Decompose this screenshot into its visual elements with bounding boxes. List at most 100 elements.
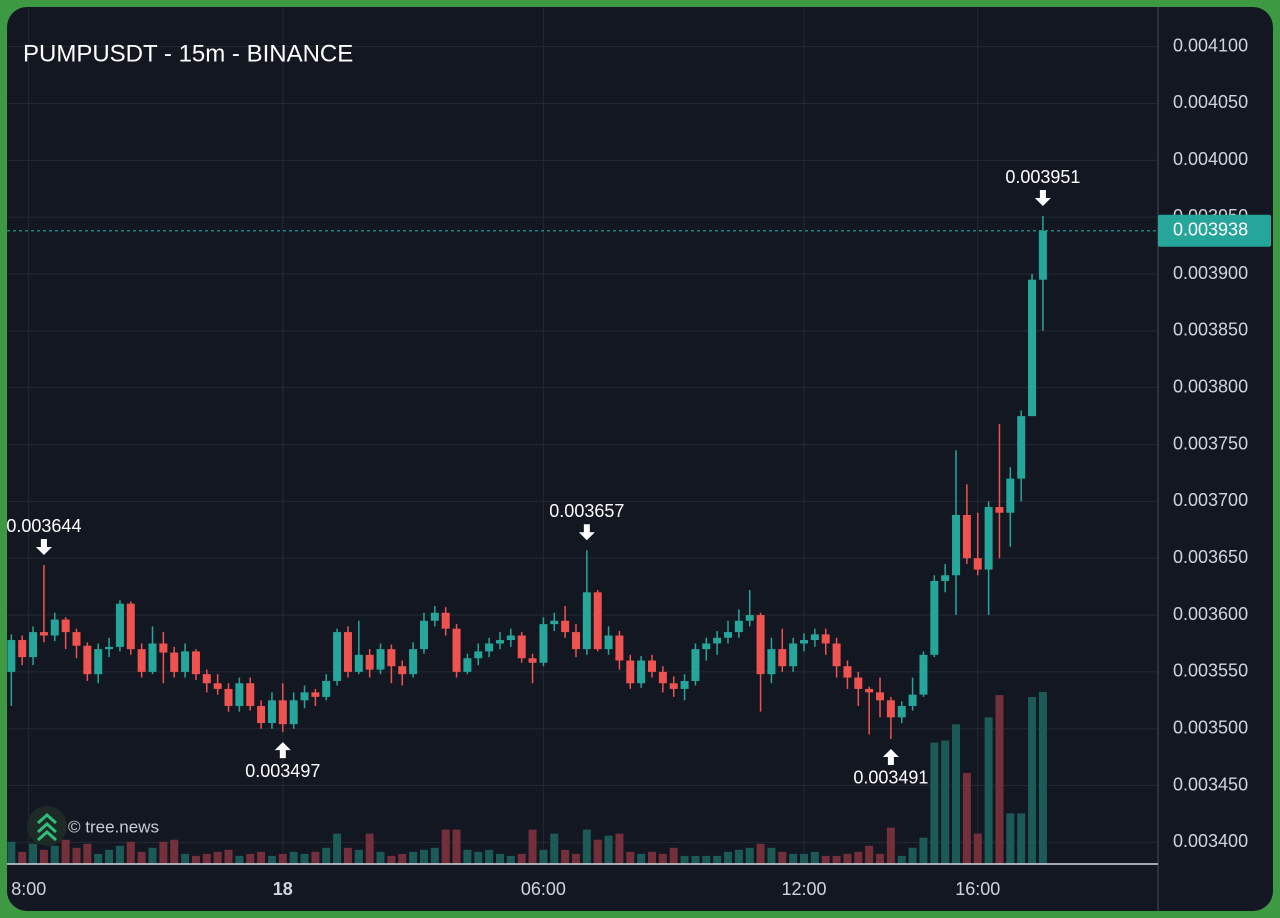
volume-bar xyxy=(593,839,602,864)
candle-body xyxy=(409,649,418,675)
candle-body xyxy=(843,666,852,678)
volume-bar xyxy=(724,851,733,864)
annotation-label: 0.003644 xyxy=(6,516,81,536)
volume-bar xyxy=(61,839,70,864)
volume-bar xyxy=(343,847,352,864)
candle-body xyxy=(50,619,59,636)
y-tick-label: 0.004000 xyxy=(1173,149,1248,169)
candle-body xyxy=(539,624,548,663)
candle-body xyxy=(626,660,635,684)
volume-bar xyxy=(376,851,385,864)
volume-bar xyxy=(202,853,211,864)
candle-body xyxy=(213,683,222,689)
volume-bar xyxy=(984,717,993,864)
candle-body xyxy=(1006,478,1015,513)
volume-bar xyxy=(7,841,16,864)
candle-body xyxy=(658,671,667,684)
candle-body xyxy=(170,652,179,672)
candle-body xyxy=(995,507,1004,513)
volume-bar xyxy=(278,853,287,864)
annotation-label: 0.003951 xyxy=(1005,167,1080,187)
candle-body xyxy=(506,635,515,641)
volume-bar xyxy=(387,855,396,864)
volume-bar xyxy=(745,847,754,864)
volume-bar xyxy=(973,833,982,864)
candle-body xyxy=(354,654,363,672)
volume-bar xyxy=(289,851,298,864)
candle-body xyxy=(105,646,114,650)
volume-bar xyxy=(962,772,971,864)
candle-body xyxy=(267,700,276,724)
candle-body xyxy=(343,632,352,672)
candle-layer: 0.003644 0.003497 0.003657 0.003491 0.003951 xyxy=(6,167,1158,788)
candle-body xyxy=(724,632,733,638)
candle-body xyxy=(984,507,993,570)
candle-body xyxy=(800,640,809,644)
volume-bar xyxy=(800,853,809,864)
volume-bar xyxy=(908,847,917,864)
candle-body xyxy=(289,700,298,725)
volume-bar xyxy=(441,829,450,864)
candle-body xyxy=(886,700,895,718)
annotation-arrow xyxy=(274,742,291,759)
volume-bar xyxy=(1017,813,1026,864)
y-tick-label: 0.003800 xyxy=(1173,376,1248,396)
logo-icon xyxy=(37,812,57,842)
annotation-label: 0.003497 xyxy=(245,761,320,781)
volume-bar xyxy=(50,845,59,864)
candle-body xyxy=(647,660,656,672)
candle-body xyxy=(257,705,266,724)
volume-bar xyxy=(137,851,146,864)
volume-bar xyxy=(517,853,526,864)
volume-bar xyxy=(886,827,895,864)
y-tick-label: 0.003550 xyxy=(1173,661,1248,681)
volume-bar xyxy=(528,829,537,864)
candle-body xyxy=(322,680,331,697)
volume-bar xyxy=(778,851,787,864)
volume-bar xyxy=(267,855,276,864)
volume-bar xyxy=(561,849,570,864)
volume-bar xyxy=(702,855,711,864)
candle-body xyxy=(18,640,27,658)
volume-bar xyxy=(191,855,200,864)
volume-bar xyxy=(669,847,678,864)
volume-bar xyxy=(647,851,656,864)
volume-layer xyxy=(7,692,1047,864)
volume-bar xyxy=(485,849,494,864)
volume-bar xyxy=(409,851,418,864)
volume-bar xyxy=(756,843,765,864)
candle-body xyxy=(300,692,309,701)
volume-bar xyxy=(29,843,38,864)
volume-bar xyxy=(148,847,157,864)
candle-body xyxy=(224,688,233,706)
volume-bar xyxy=(495,853,504,864)
candle-body xyxy=(767,649,776,675)
candle-body xyxy=(159,643,168,653)
candle-body xyxy=(897,705,906,718)
candle-body xyxy=(745,615,754,621)
volume-bar xyxy=(582,829,591,864)
volume-bar xyxy=(539,849,548,864)
candle-body xyxy=(278,700,287,725)
candle-body xyxy=(126,603,135,650)
volume-bar xyxy=(419,849,428,864)
candle-body xyxy=(39,632,48,636)
candle-body xyxy=(821,634,830,644)
volume-bar xyxy=(713,855,722,864)
volume-bar xyxy=(300,853,309,864)
volume-bar xyxy=(159,841,168,864)
candle-body xyxy=(604,635,613,650)
last-price-label: 0.003938 xyxy=(1173,220,1248,240)
volume-bar xyxy=(170,839,179,864)
y-tick-label: 0.004100 xyxy=(1173,35,1248,55)
volume-bar xyxy=(83,843,92,864)
annotation-label: 0.003657 xyxy=(549,501,624,521)
volume-bar xyxy=(18,851,27,864)
volume-bar xyxy=(72,847,81,864)
watermark: © tree.news xyxy=(68,817,159,836)
y-tick-label: 0.003500 xyxy=(1173,717,1248,737)
candle-body xyxy=(691,649,700,681)
candle-body xyxy=(941,575,950,581)
volume-bar xyxy=(452,829,461,864)
